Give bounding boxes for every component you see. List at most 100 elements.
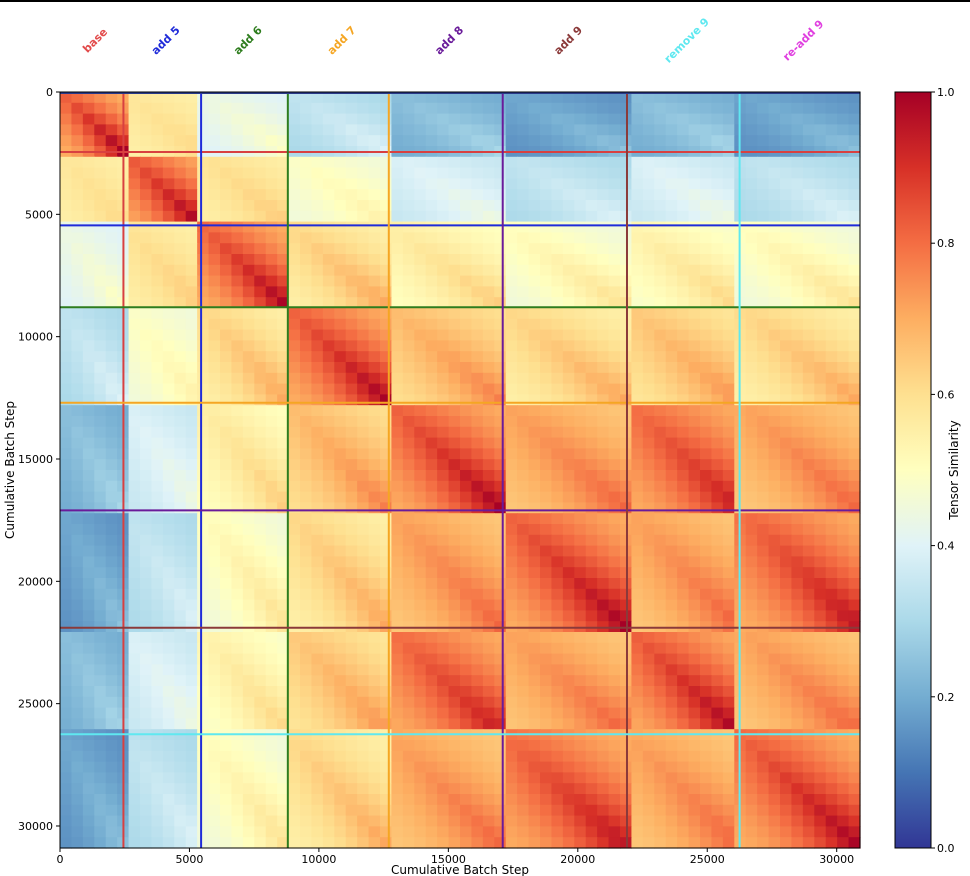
heatmap-cell bbox=[608, 221, 621, 233]
heatmap-cell bbox=[848, 459, 861, 471]
heatmap-cell bbox=[711, 189, 724, 201]
heatmap-cell bbox=[288, 740, 301, 752]
heatmap-cell bbox=[837, 232, 850, 244]
heatmap-cell bbox=[654, 178, 667, 190]
heatmap-cell bbox=[322, 750, 335, 763]
heatmap-cell bbox=[494, 556, 507, 568]
heatmap-cell bbox=[837, 837, 850, 849]
heatmap-cell bbox=[105, 448, 118, 460]
heatmap-cell bbox=[357, 837, 370, 849]
heatmap-cell bbox=[242, 632, 255, 644]
heatmap-cell bbox=[254, 534, 267, 547]
heatmap-cell bbox=[791, 135, 804, 147]
heatmap-cell bbox=[414, 794, 427, 806]
heatmap-cell bbox=[482, 178, 495, 190]
heatmap-cell bbox=[791, 156, 804, 169]
heatmap-cell bbox=[94, 459, 107, 471]
heatmap-cell bbox=[540, 794, 553, 806]
heatmap-cell bbox=[711, 351, 724, 363]
heatmap-cell bbox=[837, 329, 850, 341]
heatmap-cell bbox=[551, 815, 564, 827]
heatmap-cell bbox=[277, 642, 290, 655]
heatmap-cell bbox=[631, 437, 644, 449]
heatmap-cell bbox=[220, 502, 233, 514]
heatmap-cell bbox=[437, 502, 450, 514]
heatmap-cell bbox=[688, 686, 701, 698]
heatmap-cell bbox=[677, 297, 690, 309]
heatmap-cell bbox=[505, 794, 518, 806]
heatmap-cell bbox=[185, 416, 198, 428]
heatmap-cell bbox=[220, 513, 233, 525]
heatmap-cell bbox=[460, 534, 473, 547]
heatmap-cell bbox=[448, 200, 461, 212]
heatmap-cell bbox=[220, 664, 233, 676]
heatmap-cell bbox=[105, 653, 118, 665]
heatmap-cell bbox=[391, 578, 404, 590]
heatmap-cell bbox=[585, 286, 598, 298]
heatmap-cell bbox=[745, 178, 758, 190]
heatmap-cell bbox=[140, 794, 153, 806]
heatmap-cell bbox=[140, 200, 153, 212]
heatmap-cell bbox=[414, 221, 427, 233]
heatmap-cell bbox=[505, 178, 518, 190]
heatmap-cell bbox=[105, 243, 118, 255]
heatmap-cell bbox=[837, 459, 850, 471]
heatmap-cell bbox=[162, 480, 175, 493]
heatmap-cell bbox=[288, 351, 301, 363]
heatmap-cell bbox=[471, 405, 484, 417]
heatmap-cell bbox=[757, 340, 770, 352]
heatmap-cell bbox=[482, 318, 495, 331]
heatmap-cell bbox=[437, 653, 450, 665]
heatmap-cell bbox=[665, 351, 678, 363]
heatmap-cell bbox=[128, 480, 141, 493]
heatmap-cell bbox=[197, 588, 210, 601]
heatmap-cell bbox=[265, 113, 278, 125]
heatmap-cell bbox=[345, 653, 358, 665]
heatmap-cell bbox=[802, 534, 815, 547]
heatmap-cell bbox=[768, 167, 781, 179]
heatmap-cell bbox=[700, 783, 713, 795]
heatmap-cell bbox=[482, 610, 495, 622]
heatmap-cell bbox=[311, 178, 324, 190]
heatmap-cell bbox=[677, 102, 690, 115]
heatmap-cell bbox=[368, 599, 381, 611]
heatmap-cell bbox=[802, 124, 815, 136]
heatmap-cell bbox=[288, 534, 301, 547]
heatmap-cell bbox=[631, 329, 644, 341]
heatmap-cell bbox=[802, 513, 815, 525]
heatmap-cell bbox=[597, 383, 610, 395]
heatmap-cell bbox=[802, 696, 815, 709]
heatmap-cell bbox=[288, 243, 301, 255]
heatmap-cell bbox=[562, 491, 575, 503]
heatmap-cell bbox=[848, 372, 861, 385]
heatmap-cell bbox=[585, 178, 598, 190]
heatmap-cell bbox=[540, 740, 553, 752]
heatmap-cell bbox=[345, 567, 358, 579]
heatmap-cell bbox=[231, 804, 244, 817]
heatmap-cell bbox=[345, 210, 358, 223]
heatmap-cell bbox=[562, 545, 575, 557]
heatmap-cell bbox=[791, 308, 804, 320]
heatmap-cell bbox=[540, 653, 553, 665]
heatmap-cell bbox=[82, 102, 95, 115]
heatmap-cell bbox=[82, 156, 95, 169]
heatmap-cell bbox=[700, 416, 713, 428]
heatmap-cell bbox=[688, 232, 701, 244]
heatmap-cell bbox=[597, 599, 610, 611]
heatmap-cell bbox=[551, 459, 564, 471]
heatmap-cell bbox=[505, 664, 518, 676]
heatmap-cell bbox=[540, 761, 553, 773]
heatmap-cell bbox=[208, 189, 221, 201]
heatmap-cell bbox=[574, 426, 587, 439]
heatmap-cell bbox=[597, 437, 610, 449]
heatmap-cell bbox=[802, 221, 815, 233]
heatmap-cell bbox=[688, 167, 701, 179]
heatmap-cell bbox=[140, 556, 153, 568]
heatmap-cell bbox=[654, 264, 667, 277]
heatmap-cell bbox=[780, 297, 793, 309]
heatmap-cell bbox=[505, 826, 518, 838]
heatmap-cell bbox=[277, 178, 290, 190]
heatmap-cell bbox=[174, 826, 187, 838]
heatmap-cell bbox=[208, 491, 221, 503]
heatmap-cell bbox=[208, 264, 221, 277]
